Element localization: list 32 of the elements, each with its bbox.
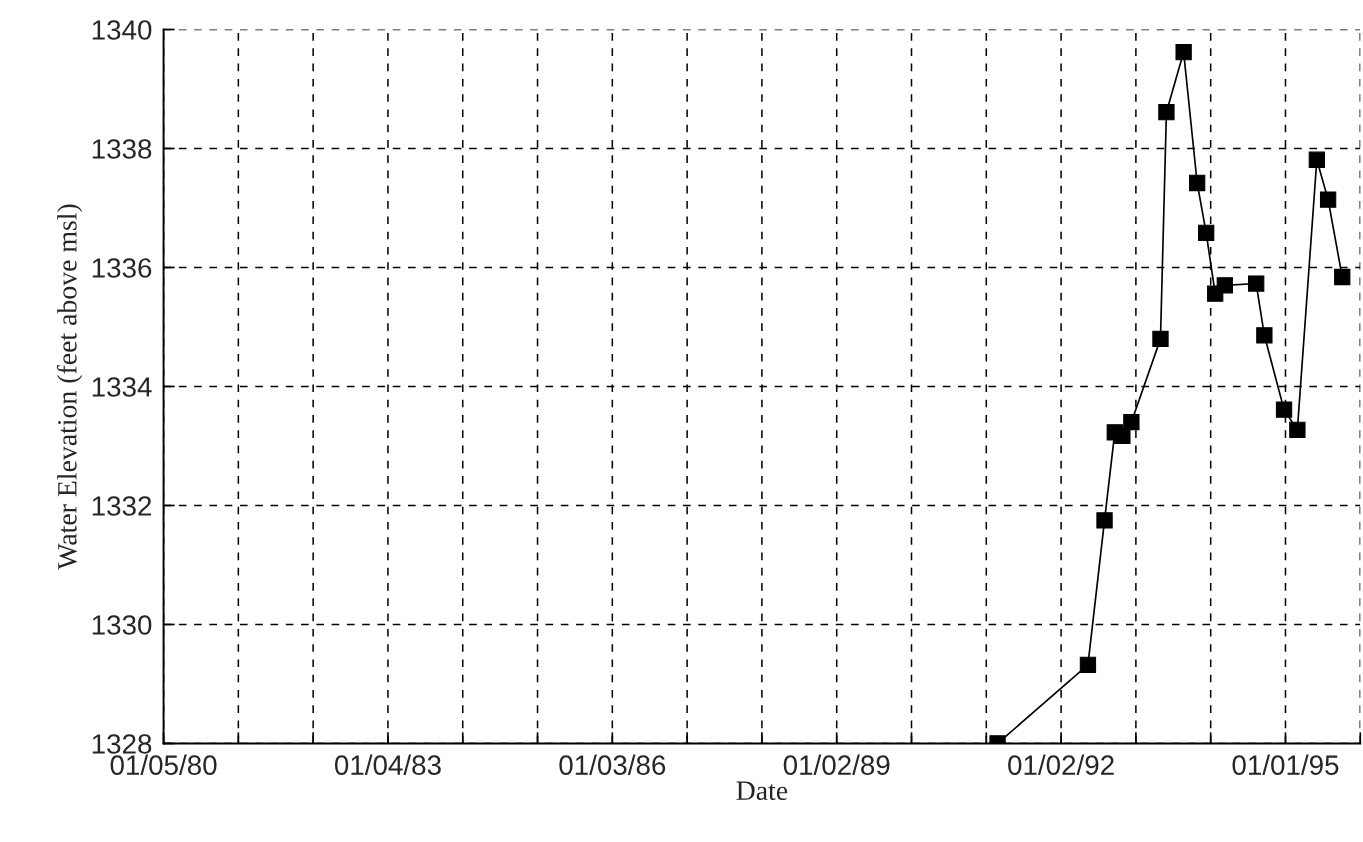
y-tick-label: 1328 <box>92 734 152 754</box>
point <box>1189 174 1206 192</box>
point <box>1175 43 1192 61</box>
point <box>1079 656 1097 674</box>
x-tick-label: 01/05/80 <box>110 754 217 775</box>
point <box>1096 512 1113 529</box>
point <box>1216 277 1233 294</box>
y-tick-label: 1332 <box>92 496 152 516</box>
point <box>1289 421 1306 439</box>
x-tick-label: 01/02/92 <box>1008 754 1114 775</box>
point <box>1198 224 1215 242</box>
point <box>1256 327 1273 344</box>
y-tick-label: 1338 <box>92 139 152 159</box>
point <box>1319 191 1337 208</box>
point <box>1114 427 1131 445</box>
y-tick-label: 1330 <box>92 615 152 635</box>
point <box>1308 151 1325 168</box>
x-tick-label: 01/02/89 <box>783 754 890 775</box>
x-tick-label: 01/01/95 <box>1232 754 1339 775</box>
point <box>1152 330 1169 348</box>
x-axis-title: Date <box>736 781 788 801</box>
y-tick-label: 1336 <box>92 258 152 278</box>
y-tick-label: 1334 <box>92 377 152 397</box>
x-tick-label: 01/03/86 <box>559 754 666 775</box>
point <box>1123 414 1140 431</box>
y-axis-title: Water Elevation (feet above msl) <box>56 204 83 570</box>
point <box>1248 275 1265 292</box>
y-tick-label: 1340 <box>92 20 152 40</box>
point <box>1334 268 1351 286</box>
point <box>1158 104 1175 121</box>
point <box>1275 401 1293 418</box>
x-tick-label: 01/04/83 <box>334 754 441 775</box>
